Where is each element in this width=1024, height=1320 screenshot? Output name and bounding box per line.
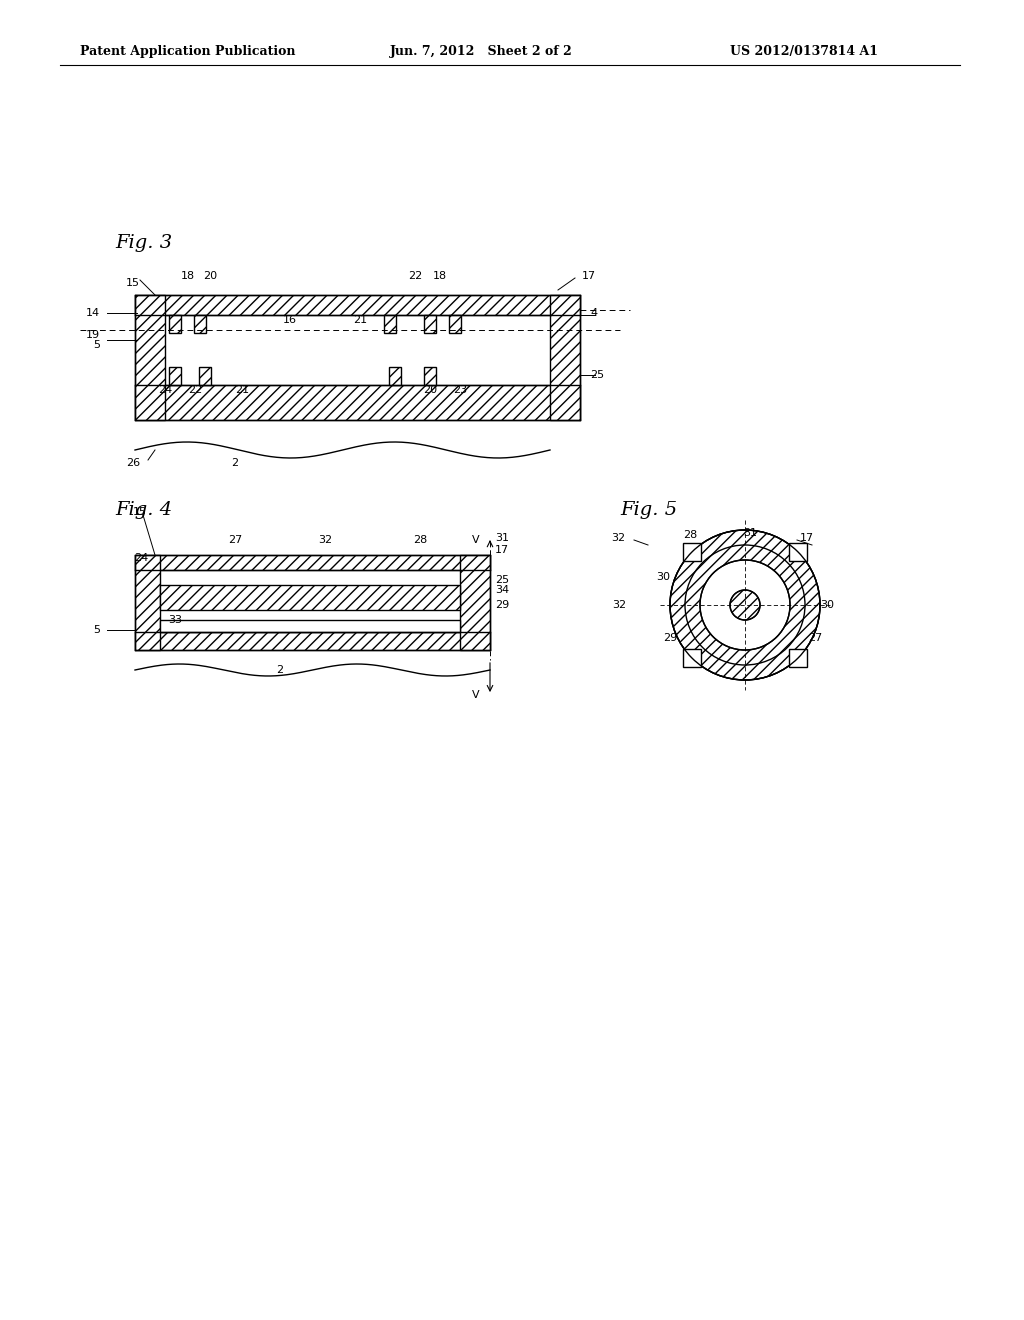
Text: 31: 31 [495,533,509,543]
Text: 33: 33 [168,615,182,624]
Bar [550,294,580,420]
Text: 2: 2 [276,665,284,675]
Bar [424,367,436,385]
Bar [389,367,401,385]
Text: 15: 15 [133,507,147,517]
Text: 34: 34 [495,585,509,595]
Text: 17: 17 [495,545,509,554]
Bar [460,554,490,649]
Bar [424,315,436,333]
Bar [135,294,580,315]
Bar [160,620,460,632]
Text: V: V [472,535,480,545]
Bar [683,649,701,667]
Bar [169,367,181,385]
Bar [683,543,701,561]
Bar [135,554,490,570]
Bar [160,585,460,610]
Bar [135,294,165,420]
Bar [199,367,211,385]
Bar [460,554,490,649]
Bar [135,385,580,420]
Text: 28: 28 [683,531,697,540]
Text: 24: 24 [158,385,172,395]
Text: 4: 4 [590,308,597,318]
Bar [424,315,436,333]
Text: Fig. 3: Fig. 3 [115,234,172,252]
Text: 5: 5 [93,341,100,350]
Bar [194,315,206,333]
Text: 32: 32 [612,601,626,610]
Text: 27: 27 [228,535,242,545]
Bar [424,367,436,385]
Text: 29: 29 [663,634,677,643]
Bar [389,367,401,385]
Bar [550,294,580,420]
Bar [199,367,211,385]
Text: 23: 23 [453,385,467,395]
Bar [384,315,396,333]
Text: 32: 32 [317,535,332,545]
Bar [169,367,181,385]
Bar [194,315,206,333]
Text: 25: 25 [590,370,604,380]
Text: 20: 20 [203,271,217,281]
Text: 22: 22 [408,271,422,281]
Text: 32: 32 [611,533,625,543]
Text: 26: 26 [126,458,140,469]
Text: 31: 31 [743,528,757,539]
Bar [135,385,580,420]
Text: 5: 5 [93,624,100,635]
Bar [135,554,160,649]
Bar [135,554,490,570]
Text: 27: 27 [808,634,822,643]
Text: 18: 18 [181,271,195,281]
Bar [790,543,807,561]
Text: 17: 17 [800,533,814,543]
Text: Jun. 7, 2012   Sheet 2 of 2: Jun. 7, 2012 Sheet 2 of 2 [390,45,572,58]
Text: 20: 20 [423,385,437,395]
Bar [790,649,807,667]
Text: 17: 17 [582,271,596,281]
Text: 28: 28 [413,535,427,545]
Text: 29: 29 [495,601,509,610]
Text: 14: 14 [86,308,100,318]
Text: 19: 19 [86,330,100,341]
Text: Patent Application Publication: Patent Application Publication [80,45,296,58]
Text: 21: 21 [234,385,249,395]
Text: 21: 21 [353,315,367,325]
Bar [135,632,490,649]
Bar [135,554,160,649]
Text: 25: 25 [495,576,509,585]
Bar [169,315,181,333]
Text: 2: 2 [231,458,239,469]
Text: 30: 30 [656,572,670,582]
Text: V: V [472,690,480,700]
Bar [169,315,181,333]
Bar [160,585,460,610]
Text: 16: 16 [283,315,297,325]
Bar [135,294,580,315]
Bar [449,315,461,333]
Text: 15: 15 [126,279,140,288]
Text: US 2012/0137814 A1: US 2012/0137814 A1 [730,45,878,58]
Bar [384,315,396,333]
Text: Fig. 4: Fig. 4 [115,502,172,519]
Bar [135,294,165,420]
Text: Fig. 5: Fig. 5 [620,502,677,519]
Text: 22: 22 [187,385,202,395]
Bar [449,315,461,333]
Text: 24: 24 [134,553,148,564]
Bar [135,632,490,649]
Text: 30: 30 [820,601,834,610]
Text: 18: 18 [433,271,447,281]
